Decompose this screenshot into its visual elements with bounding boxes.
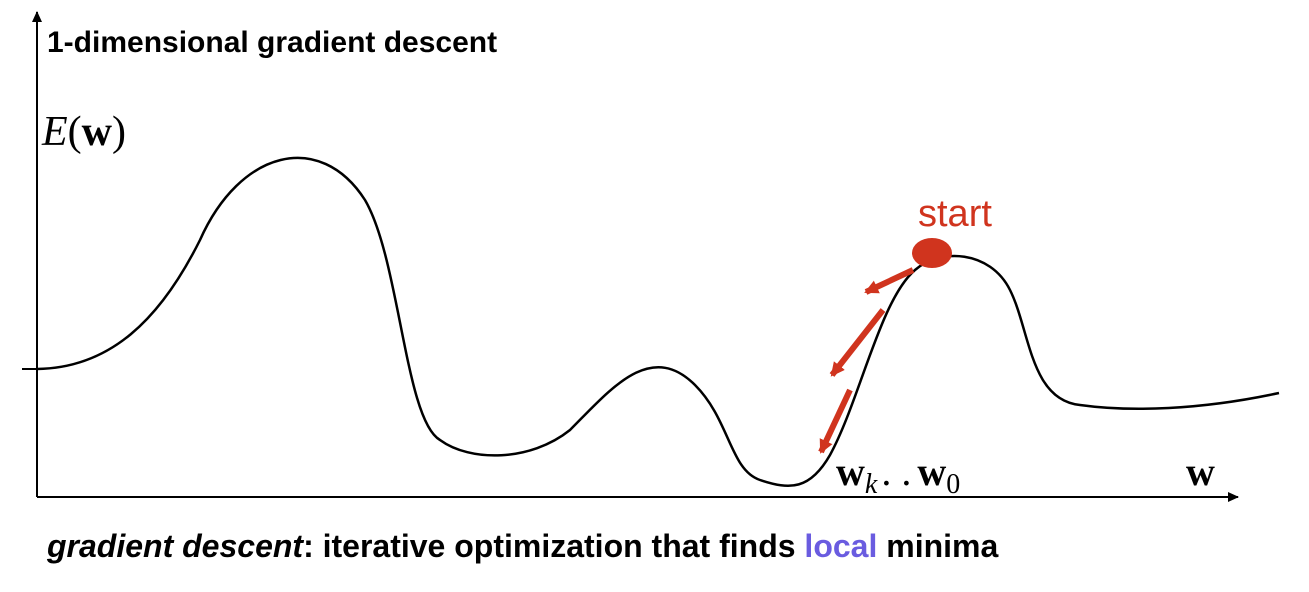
- y-axis-label-arg: w: [82, 109, 113, 155]
- x-axis-label: w: [1186, 449, 1215, 494]
- iterate-w0: w: [917, 449, 946, 494]
- caption-term: gradient descent: [47, 528, 304, 564]
- caption: gradient descent: iterative optimization…: [47, 528, 998, 565]
- start-label: start: [918, 193, 992, 235]
- caption-middle: iterative optimization that finds: [313, 528, 805, 564]
- y-axis-label-open: (: [68, 109, 82, 155]
- iterates-label: wk. . w0: [836, 449, 960, 500]
- y-axis-label-var: E: [41, 109, 68, 155]
- descent-arrow-3: [818, 388, 853, 454]
- iterate-k-subscript: k: [865, 469, 878, 500]
- start-point: [912, 238, 952, 268]
- error-curve: [36, 156, 1280, 487]
- descent-arrow-2: [829, 308, 886, 377]
- iterate-0-subscript: 0: [946, 469, 960, 500]
- descent-arrow-1: [864, 267, 915, 295]
- y-axis-label-close: ): [112, 109, 126, 155]
- y-axis-label: E(w): [41, 109, 126, 155]
- iterate-wk: w: [836, 449, 865, 494]
- figure-title: 1-dimensional gradient descent: [47, 26, 498, 59]
- caption-colon: :: [303, 528, 314, 564]
- iterate-dots: . .: [881, 449, 911, 494]
- caption-highlight: local: [804, 528, 878, 564]
- caption-end: minima: [877, 528, 999, 564]
